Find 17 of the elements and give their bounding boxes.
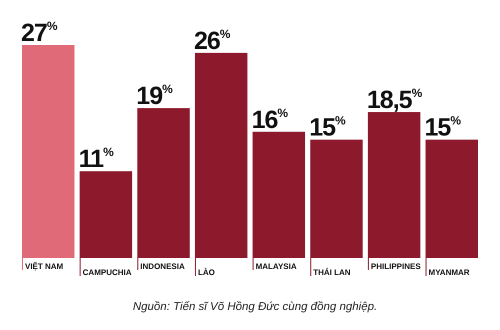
data-label: 26$^{%}$ [194, 26, 231, 55]
x-tick-label: LÀO [198, 267, 215, 277]
x-tick-label: MYANMAR [428, 268, 470, 277]
x-tick-label: VIỆT NAM [25, 261, 64, 271]
data-label: 19$^{%}$ [136, 82, 174, 110]
data-label: 16$^{%}$ [252, 106, 288, 134]
x-tick-label: CAMPUCHIA [82, 268, 132, 277]
x-tick-label: INDONESIA [140, 262, 185, 271]
data-label: 11$^{%}$ [78, 145, 114, 174]
x-tick-label: THÁI LAN [313, 267, 351, 277]
data-label: 15$^{%}$ [309, 114, 346, 142]
data-label: 27$^{%}$ [21, 19, 58, 47]
data-label: 15$^{%}$ [424, 114, 462, 142]
x-tick-label: PHILIPPINES [370, 262, 422, 271]
text: Nguồn: Tiến sĩ Võ Hồng Đức cùng đồng nghiệp. [132, 301, 378, 313]
x-tick-label: MALAYSIA [256, 262, 297, 271]
data-label: 18,5$^{%}$ [366, 86, 423, 114]
